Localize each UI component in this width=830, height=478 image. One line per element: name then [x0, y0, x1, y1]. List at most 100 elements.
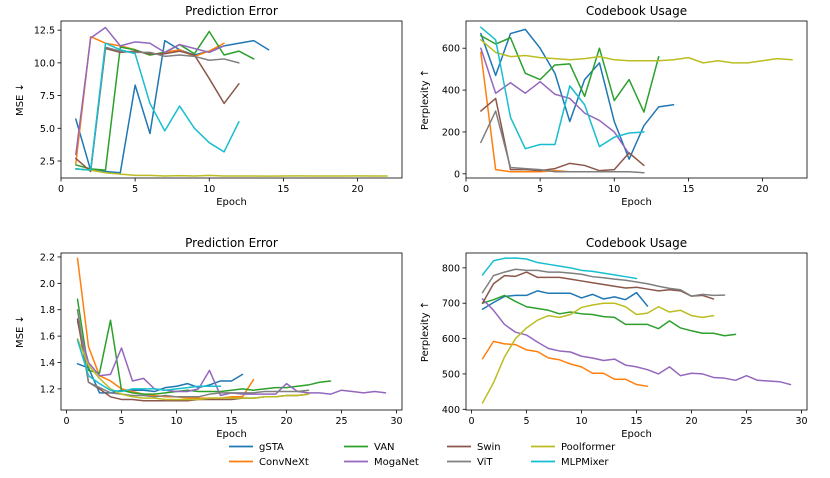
series-line-poolformer [75, 168, 388, 177]
y-tick-label: 5.0 [40, 124, 55, 135]
legend-label: MogaNet [374, 457, 419, 468]
legend-item-van: VAN [344, 442, 395, 453]
legend-item-gsta: gSTA [229, 442, 284, 453]
chart-title: Prediction Error [185, 236, 278, 250]
x-axis-label: Epoch [621, 429, 652, 440]
panels: 0 5 10 15 20 2.5 5.0 7.5 10.0 12.5 Prediction Erro… [15, 4, 808, 440]
series-line-vit [75, 46, 240, 171]
y-tick-label: 500 [442, 369, 460, 380]
x-tick-label: 10 [203, 184, 215, 195]
y-axis-label: MSE ↓ [15, 83, 26, 116]
legend-item-mlpmixer: MLPMixer [531, 457, 609, 468]
series-line-convnext [481, 340, 649, 388]
x-tick-label: 5 [132, 184, 138, 195]
axes-frame [465, 20, 808, 179]
chart-panel-3: 0 5 10 15 20 25 30 1.2 1.4 1.6 1.8 2.0 2.2 Prediction… [15, 236, 403, 440]
x-tick-label: 15 [277, 184, 289, 195]
chart-title: Codebook Usage [586, 4, 687, 18]
x-tick-label: 10 [575, 416, 587, 427]
series-line-swin [481, 271, 715, 304]
y-tick-label: 7.5 [40, 91, 55, 102]
series-line-vit [480, 110, 645, 174]
axes-frame [465, 252, 808, 411]
legend-label: ConvNeXt [259, 457, 309, 468]
y-tick-label: 12.5 [34, 26, 55, 37]
x-axis-label: Epoch [216, 197, 247, 208]
series-line-poolformer [480, 39, 793, 64]
series-line-van [76, 298, 332, 395]
series-line-gsta [480, 28, 675, 160]
x-tick-label: 10 [608, 184, 620, 195]
series-line-moganet [76, 320, 387, 397]
x-tick-label: 20 [685, 416, 697, 427]
series-group [481, 257, 792, 404]
y-tick-label: 2.5 [40, 156, 55, 167]
series-line-mlpmixer [480, 26, 645, 150]
x-tick-label: 25 [740, 416, 752, 427]
x-tick-label: 15 [225, 416, 237, 427]
x-tick-label: 15 [682, 184, 694, 195]
y-tick-label: 2.2 [40, 252, 55, 263]
legend-item-moganet: MogaNet [344, 457, 419, 468]
x-axis-label: Epoch [216, 429, 247, 440]
y-axis-label: Perplexity ↑ [420, 69, 431, 130]
legend-item-poolformer: Poolformer [531, 442, 616, 453]
chart-panel-1: 0 5 10 15 20 2.5 5.0 7.5 10.0 12.5 Prediction Erro… [15, 4, 403, 208]
axes-frame [60, 20, 403, 179]
x-tick-label: 5 [118, 416, 124, 427]
y-tick-label: 200 [442, 127, 460, 138]
series-line-moganet [481, 298, 792, 386]
series-line-convnext [76, 257, 255, 399]
x-tick-label: 0 [463, 184, 469, 195]
y-tick-label: 800 [442, 263, 460, 274]
series-line-poolformer [481, 302, 715, 404]
series-line-convnext [480, 51, 630, 173]
x-tick-label: 5 [523, 416, 529, 427]
series-line-vit [481, 268, 726, 297]
series-line-mlpmixer [481, 257, 638, 280]
chart-title: Codebook Usage [586, 236, 687, 250]
series-line-mlpmixer [76, 339, 222, 393]
series-line-van [481, 294, 737, 337]
legend-item-swin: Swin [447, 442, 501, 453]
y-tick-label: 600 [442, 334, 460, 345]
x-tick-label: 20 [280, 416, 292, 427]
x-tick-label: 0 [58, 184, 64, 195]
x-axis-label: Epoch [621, 197, 652, 208]
legend-label: ViT [477, 457, 493, 468]
legend-label: gSTA [259, 442, 284, 453]
x-tick-label: 0 [63, 416, 69, 427]
y-tick-label: 1.8 [40, 305, 55, 316]
y-tick-label: 1.6 [40, 332, 55, 343]
y-axis-label: Perplexity ↑ [420, 301, 431, 362]
x-tick-label: 15 [630, 416, 642, 427]
x-tick-label: 20 [756, 184, 768, 195]
legend-item-vit: ViT [447, 457, 493, 468]
series-line-van [480, 34, 660, 113]
legend-item-convnext: ConvNeXt [229, 457, 309, 468]
series-group [76, 257, 387, 402]
series-group [480, 26, 793, 174]
x-tick-label: 10 [170, 416, 182, 427]
y-tick-label: 400 [442, 405, 460, 416]
series-line-gsta [75, 39, 270, 174]
x-tick-label: 20 [351, 184, 363, 195]
series-line-mlpmixer [75, 42, 240, 171]
chart-panel-4: 0 5 10 15 20 25 30 400 500 600 700 800 Codebook Usag… [420, 236, 808, 440]
legend-label: Swin [477, 442, 501, 453]
series-line-swin [75, 47, 240, 173]
x-tick-label: 30 [390, 416, 402, 427]
series-group [75, 26, 388, 177]
x-tick-label: 25 [335, 416, 347, 427]
legend-label: Poolformer [561, 442, 616, 453]
y-tick-label: 1.4 [40, 358, 55, 369]
legend: gSTA ConvNeXt VAN MogaNet Swin ViT Poolformer M… [229, 442, 616, 468]
legend-label: VAN [374, 442, 395, 453]
y-tick-label: 10.0 [34, 58, 55, 69]
y-tick-label: 600 [442, 44, 460, 55]
y-axis-label: MSE ↓ [15, 315, 26, 348]
x-tick-label: 30 [795, 416, 807, 427]
series-line-moganet [75, 26, 225, 156]
series-line-moganet [480, 47, 630, 155]
